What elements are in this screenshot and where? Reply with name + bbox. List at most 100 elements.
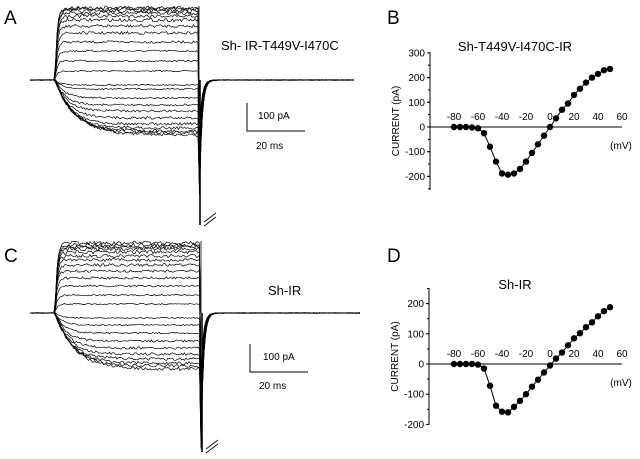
panel-b-data-point [564,100,572,107]
panel-a-trace [29,79,355,187]
panel-d-x-tick-label: 0 [547,349,553,360]
panel-b-x-tick-label: 40 [592,112,604,123]
panel-b-x-tick-label: -20 [519,112,534,123]
scale-current-label-a: 100 pA [258,111,290,122]
panel-d-x-tick-label: -40 [495,349,510,360]
panel-d-data-point [462,360,470,368]
panel-d-data-point [528,383,536,390]
panel-b-data-point [462,123,470,131]
panel-b-data-point [468,124,476,131]
panel-d-y-label: CURRENT (pA) [390,321,401,391]
panel-a-trace [30,79,355,172]
panel-b-title: Sh-T449V-I470C-IR [458,39,572,54]
panel-a-trace [29,79,355,195]
panel-d-y-tick-label: 0 [418,360,424,371]
panel-d-data-point [582,323,590,331]
panel-a-trace [29,79,355,176]
panel-d-x-tick-label: 20 [568,349,580,360]
panel-d-y-tick-label: 200 [407,299,424,310]
panel-d-data-point [468,360,476,368]
panel-b-x-tick-label: 0 [547,112,553,123]
panel-d-data-point [504,409,512,416]
panel-b-data-point [606,65,614,73]
panel-b-data-point [486,143,494,150]
panel-d-x-tick-label: -20 [519,349,534,360]
panel-a-trace [29,49,354,137]
scale-current-label-c: 100 pA [263,352,295,363]
panel-c-trace [29,312,361,446]
panel-letter-a: A [4,8,17,29]
panel-a-scale-bar: 100 pA 20 ms [246,103,305,152]
panel-b-data-point [570,91,578,99]
panel-b-x-tick-label: -60 [471,112,486,123]
panel-d-data-point [534,376,542,383]
panel-d-data-point [606,304,614,311]
panel-d-data-point [456,360,464,368]
panel-b-x-tick-label: 20 [568,112,580,123]
panel-c-trace [29,312,360,408]
panel-c-scale-bar: 100 pA 20 ms [249,344,308,392]
panel-letter-c: C [4,246,18,267]
panel-c-trace [29,242,361,397]
panel-a-trace [29,79,355,166]
panel-b-x-tick-label: -80 [447,112,462,123]
panel-b-data-point [516,165,524,173]
panel-a-title: Sh- IR-T449V-I470C [221,38,339,53]
panel-b-data-point [498,170,506,177]
panel-b-y-tick-label: -100 [405,147,425,158]
panel-c-trace [29,312,361,449]
panel-d-x-tick-label: -80 [447,349,462,360]
panel-a-trace [29,79,355,190]
panel-d-data-point [480,365,488,372]
panel-b-x-tick-label: 60 [616,112,628,123]
panel-b-data-point [552,115,560,122]
panel-c-trace [30,284,361,379]
panel-d-data-point [558,349,566,356]
panel-d-y-tick-label: -200 [404,420,424,431]
panel-d-data-point [492,402,500,409]
panel-d-x-tick-label: 60 [616,349,628,360]
panel-b-y-tick-label: -200 [405,172,425,183]
panel-b-data-point [534,141,542,148]
panel-c-trace [29,262,361,390]
panel-c-trace [29,249,360,397]
panel-c-title: Sh-IR [268,283,301,298]
panel-b-y-tick-label: 200 [408,73,425,84]
panel-c-traces [29,240,361,454]
panel-d-data-point [594,313,602,320]
panel-d-data-point [546,362,554,369]
panel-c-trace [29,312,361,430]
panel-d-data-point [486,382,494,389]
panel-d-data-point [522,391,530,398]
panel-letter-d: D [387,246,401,267]
panel-d-data-point [510,403,518,411]
panel-b-data-point [576,85,584,92]
panel-b-data-point [492,158,500,165]
panel-a-trace [29,40,354,141]
panel-b-y-tick-label: 0 [419,123,425,134]
panel-d-y-tick-label: 100 [407,329,424,340]
panel-d-y-tick-label: -100 [404,390,424,401]
panel-b-data-point [456,123,464,131]
panel-d-data-point [588,319,596,326]
panel-b-data-point [522,158,530,165]
panel-d-data-point [576,329,584,337]
panel-d-data-point [516,397,524,405]
panel-b-data-point [528,149,536,157]
panel-b-data-point [450,123,458,131]
panel-d-data-point [474,361,482,368]
panel-d-data-point [570,335,578,342]
panel-b-data-point [582,79,590,86]
panel-b-y-tick-label: 100 [408,98,425,109]
panel-d-data-point [498,408,506,415]
panel-b-data-point [546,123,554,131]
panel-d-data-point [540,369,548,376]
panel-c-trace [29,312,361,439]
panel-b-data-point [594,70,602,78]
panel-b-data-point [510,170,518,177]
panel-c-trace [29,312,360,435]
panel-b-data-point [588,74,596,81]
scale-time-label-c: 20 ms [259,381,286,392]
